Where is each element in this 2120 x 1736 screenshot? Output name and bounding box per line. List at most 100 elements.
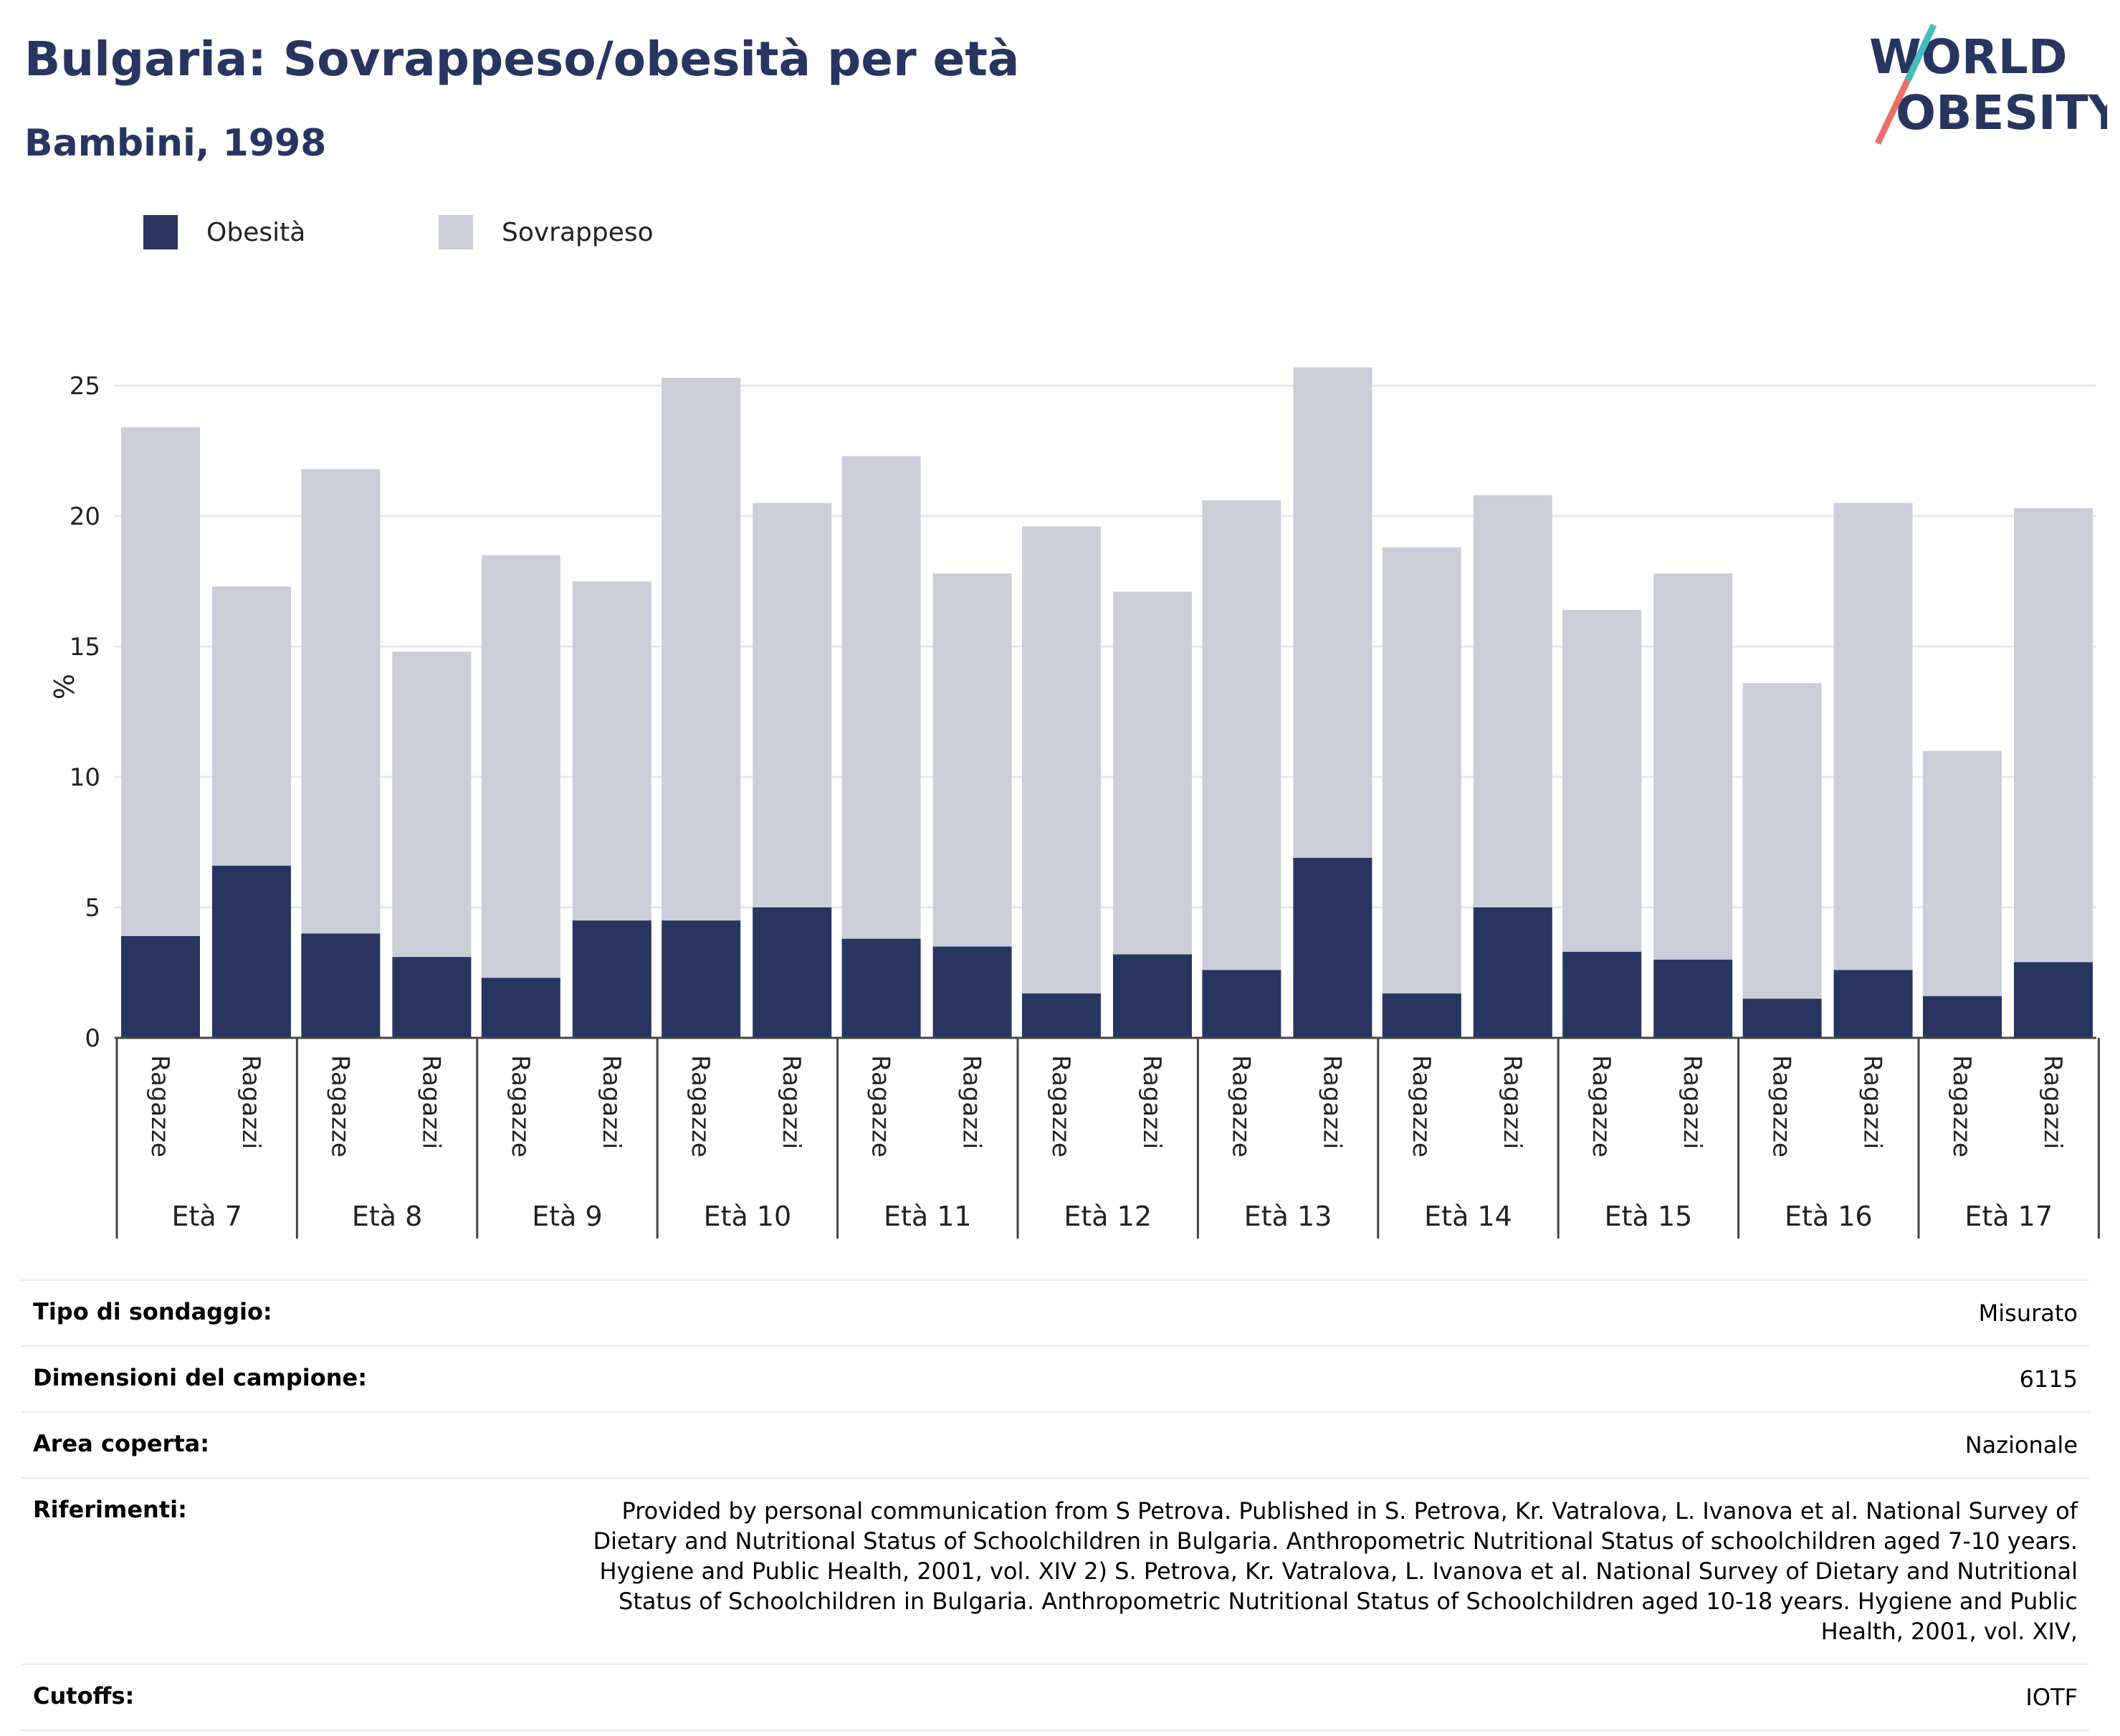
bar-overweight <box>1742 682 1822 999</box>
bar-obesity <box>2014 962 2093 1038</box>
bar-overweight <box>841 456 921 939</box>
legend-item-overweight[interactable]: Sovrappeso <box>439 215 654 249</box>
x-group-label: Età 15 <box>1605 1201 1693 1232</box>
y-axis-label: % <box>47 674 79 700</box>
x-group-label: Età 8 <box>352 1201 422 1232</box>
bar-obesity <box>932 946 1012 1038</box>
chart-subtitle: Bambini, 1998 <box>24 122 327 165</box>
x-subcategory-label: Ragazzi <box>1498 1055 1527 1149</box>
x-subcategory-label: Ragazze <box>1587 1055 1615 1158</box>
x-group-label: Età 9 <box>532 1201 602 1232</box>
bar-overweight <box>1202 500 1281 970</box>
bar-obesity <box>1473 907 1552 1038</box>
x-subcategory-label: Ragazze <box>1947 1055 1976 1158</box>
bar-overweight <box>1022 526 1101 994</box>
x-subcategory-label: Ragazzi <box>958 1055 986 1149</box>
bar-obesity <box>481 978 560 1038</box>
info-row-references: Riferimenti: Provided by personal commun… <box>22 1477 2089 1664</box>
legend-swatch-obesity <box>143 215 178 249</box>
x-subcategory-label: Ragazzi <box>2038 1055 2067 1149</box>
y-tick-label: 5 <box>85 894 100 922</box>
legend-item-obesity[interactable]: Obesità <box>143 215 305 249</box>
info-value-survey-type: Misurato <box>1978 1299 2078 1327</box>
bar-overweight <box>753 502 832 907</box>
info-row-survey-type: Tipo di sondaggio: Misurato <box>22 1279 2089 1345</box>
legend-swatch-overweight <box>439 215 473 249</box>
x-group-label: Età 12 <box>1064 1201 1152 1232</box>
y-tick-label: 15 <box>70 633 100 662</box>
bar-obesity <box>841 938 921 1038</box>
info-key-sample-size: Dimensioni del campione: <box>33 1364 368 1391</box>
logo-line1: WORLD <box>1869 29 2068 85</box>
x-subcategory-label: Ragazzi <box>777 1055 806 1149</box>
bar-obesity <box>301 933 381 1038</box>
bar-obesity <box>121 936 200 1038</box>
x-subcategory-label: Ragazze <box>145 1055 174 1158</box>
bar-overweight <box>392 652 472 958</box>
bar-overweight <box>1653 573 1733 960</box>
x-subcategory-label: Ragazze <box>506 1055 535 1158</box>
bar-overweight <box>481 555 560 978</box>
world-obesity-logo: WORLD OBESITY <box>1869 24 2107 145</box>
legend-label-overweight: Sovrappeso <box>502 217 654 247</box>
bar-obesity <box>1562 951 1642 1038</box>
bar-obesity <box>753 907 832 1038</box>
x-subcategory-label: Ragazze <box>686 1055 715 1158</box>
bar-obesity <box>1202 970 1281 1038</box>
bar-overweight <box>932 573 1012 947</box>
legend-label-obesity: Obesità <box>206 217 306 247</box>
bar-overweight <box>301 469 381 934</box>
bar-overweight <box>2014 508 2093 963</box>
bar-obesity <box>392 957 472 1038</box>
y-tick-label: 10 <box>70 763 100 792</box>
x-group-label: Età 7 <box>171 1201 242 1232</box>
bar-obesity <box>662 920 741 1038</box>
x-group-label: Età 11 <box>884 1201 972 1232</box>
bar-overweight <box>212 586 291 866</box>
info-table: Tipo di sondaggio: Misurato Dimensioni d… <box>22 1279 2089 1731</box>
bar-obesity <box>1923 996 2002 1038</box>
chart-title: Bulgaria: Sovrappeso/obesità per età <box>24 32 1020 87</box>
bar-obesity <box>1022 993 1101 1038</box>
logo-slash-teal <box>1904 24 1937 82</box>
y-tick-label: 20 <box>70 502 100 531</box>
bar-obesity <box>1293 857 1372 1038</box>
x-subcategory-label: Ragazze <box>866 1055 895 1158</box>
x-group-label: Età 16 <box>1785 1201 1873 1232</box>
y-tick-label: 0 <box>85 1024 100 1053</box>
info-value-sample-size: 6115 <box>2019 1365 2078 1393</box>
bar-overweight <box>1562 610 1642 952</box>
info-row-area: Area coperta: Nazionale <box>22 1411 2089 1477</box>
info-row-sample-size: Dimensioni del campione: 6115 <box>22 1345 2089 1411</box>
bar-obesity <box>1833 970 1913 1038</box>
x-group-label: Età 17 <box>1964 1201 2053 1232</box>
info-row-cutoffs: Cutoffs: IOTF <box>22 1664 2089 1731</box>
x-subcategory-label: Ragazze <box>1046 1055 1075 1158</box>
x-subcategory-label: Ragazzi <box>597 1055 626 1149</box>
x-group-label: Età 13 <box>1244 1201 1332 1232</box>
info-value-area: Nazionale <box>1964 1431 2078 1459</box>
bar-overweight <box>1382 547 1461 994</box>
bar-overweight <box>1923 750 2002 996</box>
bar-obesity <box>212 865 291 1038</box>
x-subcategory-label: Ragazzi <box>1678 1055 1706 1149</box>
x-group-label: Età 14 <box>1424 1201 1512 1232</box>
info-key-references: Riferimenti: <box>33 1496 187 1523</box>
info-key-cutoffs: Cutoffs: <box>33 1682 135 1709</box>
bar-obesity <box>1382 993 1461 1038</box>
bar-obesity <box>1113 954 1192 1038</box>
bar-chart: 0 5 10 15 20 25% Ragazze Ragazzi Ragazze Ragazzi R… <box>47 367 2100 1239</box>
y-tick-label: 25 <box>70 372 100 401</box>
bar-overweight <box>1293 367 1372 858</box>
x-subcategory-label: Ragazze <box>325 1055 354 1158</box>
bar-overweight <box>662 378 741 921</box>
bar-overweight <box>572 581 651 921</box>
bar-obesity <box>572 920 651 1038</box>
x-subcategory-label: Ragazze <box>1407 1055 1436 1158</box>
info-key-survey-type: Tipo di sondaggio: <box>33 1298 272 1325</box>
info-key-area: Area coperta: <box>33 1430 210 1457</box>
x-subcategory-label: Ragazzi <box>1858 1055 1887 1149</box>
x-subcategory-label: Ragazze <box>1767 1055 1796 1158</box>
info-value-references: Provided by personal communication from … <box>593 1497 2078 1645</box>
logo-line2: OBESITY <box>1896 85 2107 140</box>
